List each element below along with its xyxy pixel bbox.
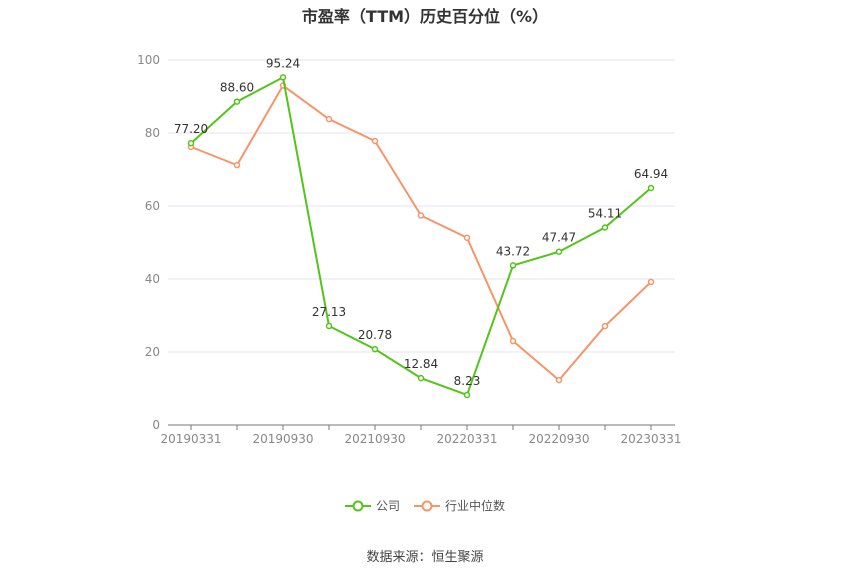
data-point: [647, 184, 655, 192]
data-point: [509, 262, 517, 269]
y-tick-label: 100: [137, 53, 160, 67]
x-tick-label: 20190930: [252, 432, 313, 446]
chart-title: 市盈率（TTM）历史百分位（%）: [301, 7, 549, 26]
data-point: [325, 322, 333, 330]
y-tick-label: 0: [152, 418, 160, 432]
y-tick-label: 80: [145, 126, 160, 140]
data-point: [325, 115, 333, 123]
data-point: [371, 137, 379, 145]
data-label: 95.24: [266, 56, 300, 70]
data-label: 77.20: [174, 122, 208, 136]
data-point: [371, 345, 379, 353]
series-lines: [187, 74, 655, 399]
legend-item-industry-median[interactable]: 行业中位数: [414, 497, 505, 514]
data-label: 20.78: [358, 328, 392, 342]
x-tick-label: 20190331: [160, 432, 221, 446]
data-label: 64.94: [634, 167, 668, 181]
y-tick-label: 40: [145, 272, 160, 286]
y-tick-label: 20: [145, 345, 160, 359]
x-tick-label: 20220930: [528, 432, 589, 446]
data-labels: 77.20 88.60 95.24 27.13 20.78 12.84 8.23 43.72 4…: [174, 56, 668, 388]
data-point: [555, 376, 563, 384]
data-point: [187, 139, 195, 147]
axes: 0 20 40 60 80 100 20190331 20190930 20210930 2022…: [137, 53, 681, 446]
data-point: [647, 278, 655, 286]
data-point: [601, 322, 609, 330]
source-note: 数据来源：恒生聚源: [366, 550, 484, 565]
grid-lines: [168, 59, 675, 353]
data-point: [233, 98, 241, 105]
data-point: [279, 74, 287, 81]
y-tick-label: 60: [145, 199, 160, 213]
x-tick-label: 20230331: [620, 432, 681, 446]
legend-industry-median-label: 行业中位数: [445, 499, 506, 513]
data-point: [601, 224, 609, 231]
series-line-1: [190, 84, 652, 382]
data-label: 43.72: [496, 244, 530, 258]
data-point: [417, 212, 425, 219]
legend-industry-median-icon: [414, 500, 440, 511]
data-label: 8.23: [454, 374, 481, 388]
data-point: [555, 248, 563, 255]
data-label: 12.84: [404, 357, 438, 371]
x-tick-label: 20220331: [436, 432, 497, 446]
data-point: [463, 234, 471, 242]
data-point: [417, 374, 425, 382]
data-label: 54.11: [588, 206, 622, 220]
legend-company-label: 公司: [375, 499, 400, 513]
legend-company-icon: [344, 500, 371, 511]
x-tick-label: 20210930: [344, 432, 405, 446]
data-point: [233, 161, 241, 169]
data-point: [463, 391, 471, 399]
data-label: 88.60: [220, 81, 254, 95]
data-label: 27.13: [312, 305, 346, 319]
data-label: 47.47: [542, 231, 576, 245]
legend-item-company[interactable]: 公司: [344, 497, 400, 514]
data-point: [509, 337, 517, 345]
legend: 公司 行业中位数: [0, 497, 850, 514]
